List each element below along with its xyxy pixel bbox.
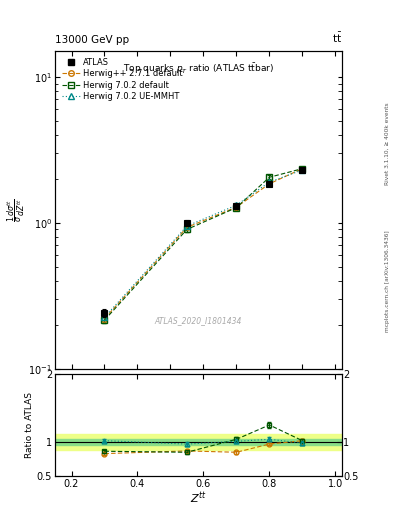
Y-axis label: $\frac{1}{\sigma}\frac{d\sigma^{tt}}{d Z^{tt}}$: $\frac{1}{\sigma}\frac{d\sigma^{tt}}{d Z… — [6, 198, 27, 222]
Text: mcplots.cern.ch [arXiv:1306.3436]: mcplots.cern.ch [arXiv:1306.3436] — [385, 231, 389, 332]
Text: Rivet 3.1.10, ≥ 400k events: Rivet 3.1.10, ≥ 400k events — [385, 102, 389, 185]
Text: Top quarks $p_T$ ratio (ATLAS t$\bar{\rm t}$bar): Top quarks $p_T$ ratio (ATLAS t$\bar{\rm… — [123, 61, 274, 76]
Bar — [55, 434, 342, 450]
Text: t$\bar{\rm t}$: t$\bar{\rm t}$ — [332, 31, 342, 45]
Text: 13000 GeV pp: 13000 GeV pp — [55, 35, 129, 45]
Bar — [55, 439, 342, 445]
Text: ATLAS_2020_I1801434: ATLAS_2020_I1801434 — [155, 316, 242, 326]
Y-axis label: Ratio to ATLAS: Ratio to ATLAS — [25, 392, 34, 458]
X-axis label: $Z^{tt}$: $Z^{tt}$ — [190, 490, 207, 506]
Legend: ATLAS, Herwig++ 2.7.1 default, Herwig 7.0.2 default, Herwig 7.0.2 UE-MMHT: ATLAS, Herwig++ 2.7.1 default, Herwig 7.… — [59, 55, 185, 104]
